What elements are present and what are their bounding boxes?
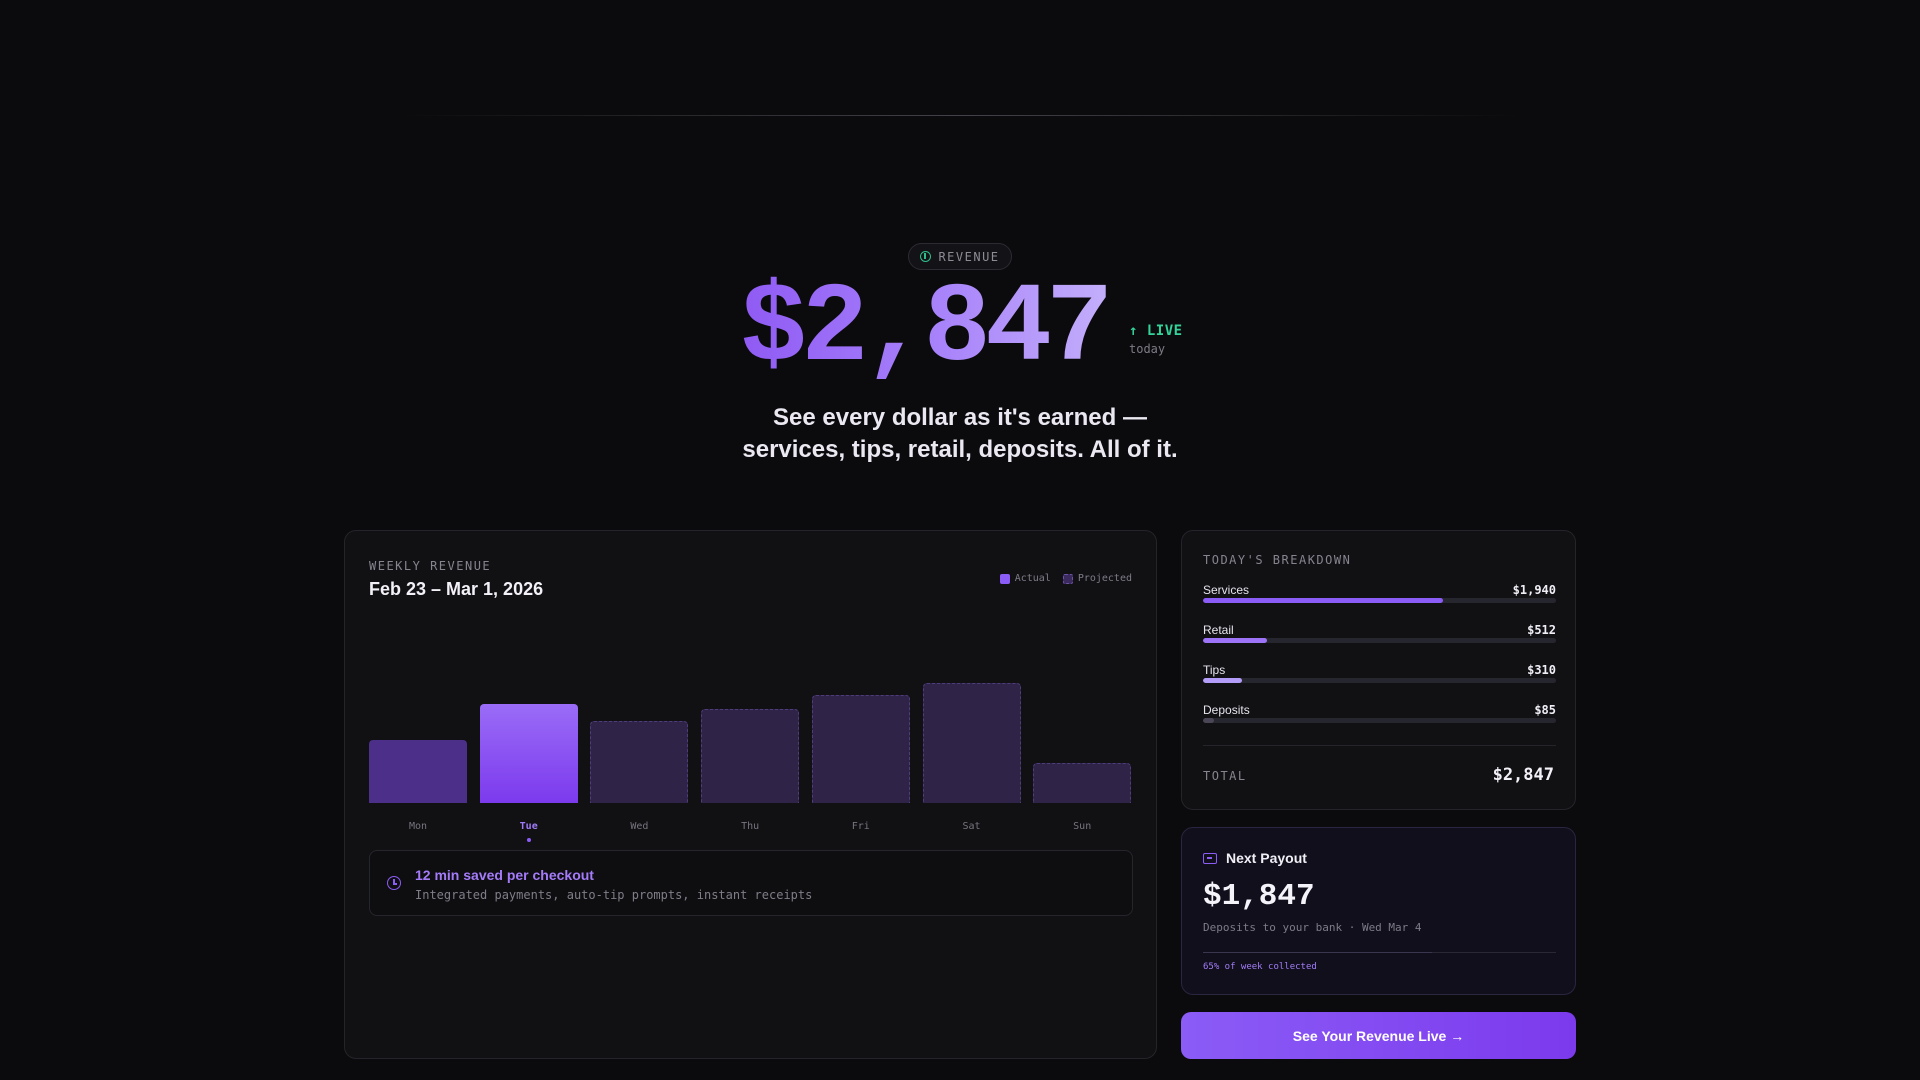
- breakdown-title: TODAY'S BREAKDOWN: [1203, 553, 1352, 567]
- clock-icon: [387, 876, 401, 890]
- breakdown-value: $85: [1534, 703, 1556, 717]
- tagline-line-1: See every dollar as it's earned —: [773, 404, 1147, 431]
- breakdown-bar-track: [1203, 638, 1556, 643]
- day-label-thu: Thu: [741, 821, 760, 832]
- revenue-badge: REVENUE: [908, 243, 1012, 270]
- breakdown-value: $1,940: [1512, 583, 1556, 597]
- savings-description: Integrated payments, auto-tip prompts, i…: [415, 888, 813, 902]
- legend-actual: Actual: [999, 573, 1051, 584]
- day-label-mon: Mon: [408, 821, 428, 832]
- payout-amount: $1,847: [1203, 879, 1315, 914]
- payout-progress-label: 65% of week collected: [1203, 962, 1317, 972]
- breakdown-row-retail: Retail $512: [1203, 623, 1556, 643]
- tagline-line-2: services, tips, retail, deposits. All of…: [742, 436, 1178, 463]
- todays-breakdown-card: TODAY'S BREAKDOWN Services $1,940 Retail…: [1181, 530, 1576, 810]
- legend-projected-label: Projected: [1077, 573, 1132, 584]
- day-label-sat: Sat: [962, 821, 981, 832]
- savings-title: 12 min saved per checkout: [415, 867, 594, 883]
- live-indicator: ↑ LIVE today: [1129, 323, 1183, 356]
- bar-wed: [590, 721, 689, 803]
- breakdown-label: Services: [1203, 583, 1250, 597]
- breakdown-bar-track: [1203, 678, 1556, 683]
- breakdown-total-label: TOTAL: [1203, 769, 1247, 783]
- bar-thu: [701, 709, 800, 803]
- breakdown-bar-fill: [1203, 718, 1214, 723]
- chart-legend: Actual Projected: [999, 573, 1132, 584]
- day-label-fri: Fri: [851, 821, 870, 832]
- breakdown-bar-fill: [1203, 598, 1444, 603]
- bar-tue: [479, 703, 578, 803]
- top-divider: [400, 115, 1520, 116]
- weekly-revenue-card: WEEKLY REVENUE Feb 23 – Mar 1, 2026 Actu…: [344, 530, 1157, 1059]
- breakdown-bar-fill: [1203, 638, 1267, 643]
- wallet-icon: [1203, 853, 1217, 864]
- day-label-wed: Wed: [630, 821, 649, 832]
- bar-mon: [369, 740, 467, 803]
- payout-progress-fill: [1203, 952, 1433, 953]
- hero-tagline: See every dollar as it's earned — servic…: [660, 402, 1260, 466]
- weekly-date-range: Feb 23 – Mar 1, 2026: [369, 579, 544, 599]
- legend-actual-swatch: [999, 573, 1010, 584]
- legend-projected: Projected: [1062, 573, 1132, 584]
- breakdown-label: Tips: [1203, 663, 1226, 677]
- breakdown-row-services: Services $1,940: [1203, 583, 1556, 603]
- see-revenue-live-button[interactable]: See Your Revenue Live →: [1181, 1012, 1576, 1059]
- breakdown-total-value: $2,847: [1492, 765, 1554, 785]
- legend-projected-swatch: [1062, 573, 1073, 584]
- breakdown-label: Retail: [1203, 623, 1234, 637]
- day-label-tue: Tue: [519, 821, 538, 832]
- live-period: today: [1129, 342, 1166, 356]
- next-payout-card: Next Payout $1,847 Deposits to your bank…: [1181, 827, 1576, 995]
- today-indicator-dot: [526, 838, 531, 842]
- breakdown-divider: [1203, 745, 1556, 746]
- breakdown-label: Deposits: [1203, 703, 1250, 717]
- breakdown-row-tips: Tips $310: [1203, 663, 1556, 683]
- bar-sat: [922, 682, 1021, 803]
- revenue-badge-label: REVENUE: [938, 249, 1000, 264]
- day-label-sun: Sun: [1073, 821, 1092, 832]
- weekly-bar-chart: Mon Tue Wed Thu Fri Sat Sun: [369, 641, 1133, 842]
- payout-title: Next Payout: [1226, 850, 1307, 866]
- breakdown-row-deposits: Deposits $85: [1203, 703, 1556, 723]
- breakdown-bar-track: [1203, 598, 1556, 603]
- breakdown-value: $310: [1527, 663, 1556, 677]
- weekly-revenue-title: WEEKLY REVENUE: [369, 559, 492, 573]
- bar-sun: [1033, 762, 1132, 803]
- breakdown-bar-track: [1203, 718, 1556, 723]
- payout-description: Deposits to your bank · Wed Mar 4: [1203, 921, 1422, 934]
- live-label: ↑ LIVE: [1129, 323, 1183, 339]
- bar-fri: [811, 695, 910, 803]
- hero-amount: $2,847: [740, 266, 1113, 393]
- breakdown-value: $512: [1527, 623, 1556, 637]
- payout-progress-track: [1203, 952, 1556, 953]
- legend-actual-label: Actual: [1014, 573, 1051, 584]
- checkout-savings-callout: 12 min saved per checkout Integrated pay…: [369, 850, 1133, 916]
- breakdown-bar-fill: [1203, 678, 1242, 683]
- dollar-icon: [920, 251, 932, 262]
